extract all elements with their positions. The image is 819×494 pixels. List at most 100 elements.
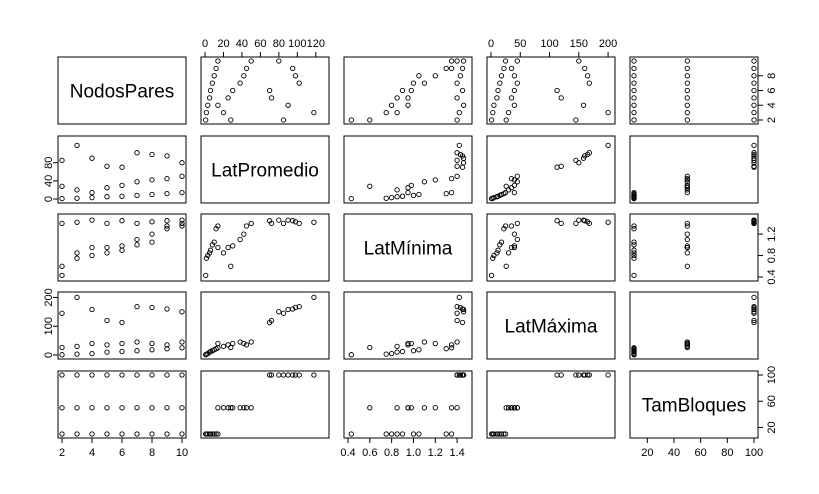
data-point — [164, 431, 170, 437]
data-point — [488, 272, 495, 279]
data-point — [394, 95, 400, 101]
data-point — [573, 157, 579, 164]
data-point — [751, 309, 757, 315]
x-tick-label: 0.8 — [384, 447, 399, 459]
data-point — [460, 58, 467, 64]
data-point — [104, 317, 110, 324]
data-point — [454, 303, 460, 310]
data-point — [164, 346, 170, 352]
data-point — [237, 80, 243, 86]
data-point — [179, 223, 185, 229]
data-point — [751, 95, 757, 101]
data-point — [460, 102, 467, 108]
data-point — [584, 73, 591, 79]
data-point — [421, 80, 428, 86]
data-point — [490, 255, 496, 261]
data-point — [276, 58, 282, 64]
data-point — [296, 303, 302, 310]
data-point — [498, 73, 505, 79]
data-point — [399, 87, 406, 94]
data-point — [59, 183, 65, 189]
y-tick-label: 4 — [766, 102, 778, 108]
data-point — [59, 310, 65, 316]
data-point — [495, 247, 501, 253]
data-point — [405, 342, 411, 348]
data-point — [751, 306, 757, 312]
data-point — [508, 244, 515, 251]
data-point — [383, 431, 389, 437]
data-point — [511, 177, 518, 183]
data-point — [558, 220, 564, 227]
data-point — [243, 405, 250, 411]
data-point — [266, 218, 273, 224]
data-point — [348, 195, 354, 202]
data-point — [348, 352, 354, 358]
data-point — [134, 192, 140, 199]
data-point — [408, 405, 414, 411]
data-point — [119, 348, 125, 355]
data-point — [89, 189, 95, 196]
data-point — [454, 317, 460, 324]
data-point — [367, 344, 373, 351]
data-point — [149, 191, 155, 198]
data-point — [605, 219, 611, 225]
data-point — [367, 183, 373, 189]
data-point — [410, 348, 417, 354]
data-point — [207, 87, 214, 94]
data-point — [508, 175, 515, 182]
data-point — [631, 58, 637, 64]
data-point — [203, 255, 210, 261]
x-tick-label: 0 — [488, 38, 494, 50]
data-point — [74, 142, 80, 149]
data-point — [751, 58, 757, 64]
data-point — [241, 405, 247, 411]
data-point — [104, 349, 110, 355]
data-point — [215, 244, 221, 251]
data-point — [432, 405, 438, 411]
data-point — [134, 220, 140, 227]
data-point — [497, 80, 503, 86]
x-tick-label: 40 — [236, 38, 248, 50]
data-point — [605, 109, 611, 116]
data-point — [243, 342, 250, 348]
data-point — [104, 250, 110, 256]
data-point — [134, 348, 140, 354]
data-point — [134, 431, 140, 437]
data-point — [751, 220, 757, 227]
data-point — [432, 73, 438, 79]
data-point — [285, 372, 291, 378]
data-point — [215, 223, 221, 229]
data-point — [459, 153, 466, 159]
data-point — [751, 317, 757, 324]
data-point — [457, 372, 464, 378]
data-point — [511, 182, 518, 189]
data-point — [220, 343, 227, 350]
data-point — [511, 231, 518, 237]
data-point — [74, 405, 80, 411]
data-point — [225, 405, 231, 411]
x-tick-label: 40 — [668, 447, 680, 459]
data-point — [74, 372, 80, 378]
data-point — [631, 102, 637, 108]
data-point — [454, 372, 460, 378]
data-point — [511, 405, 518, 411]
data-point — [134, 150, 140, 156]
data-point — [285, 306, 291, 313]
data-point — [149, 372, 155, 378]
data-point — [104, 194, 110, 200]
data-point — [311, 109, 317, 116]
data-point — [215, 102, 221, 108]
data-point — [684, 220, 690, 227]
data-point — [631, 250, 637, 256]
data-point — [59, 352, 65, 358]
x-tick-label: 0.4 — [340, 447, 355, 459]
data-point — [164, 175, 170, 182]
x-tick-label: 100 — [540, 38, 558, 50]
data-point — [292, 372, 299, 378]
data-point — [421, 179, 428, 185]
data-point — [631, 80, 637, 86]
data-point — [311, 219, 317, 225]
data-point — [497, 242, 503, 248]
data-point — [751, 117, 757, 123]
data-point — [241, 231, 247, 237]
